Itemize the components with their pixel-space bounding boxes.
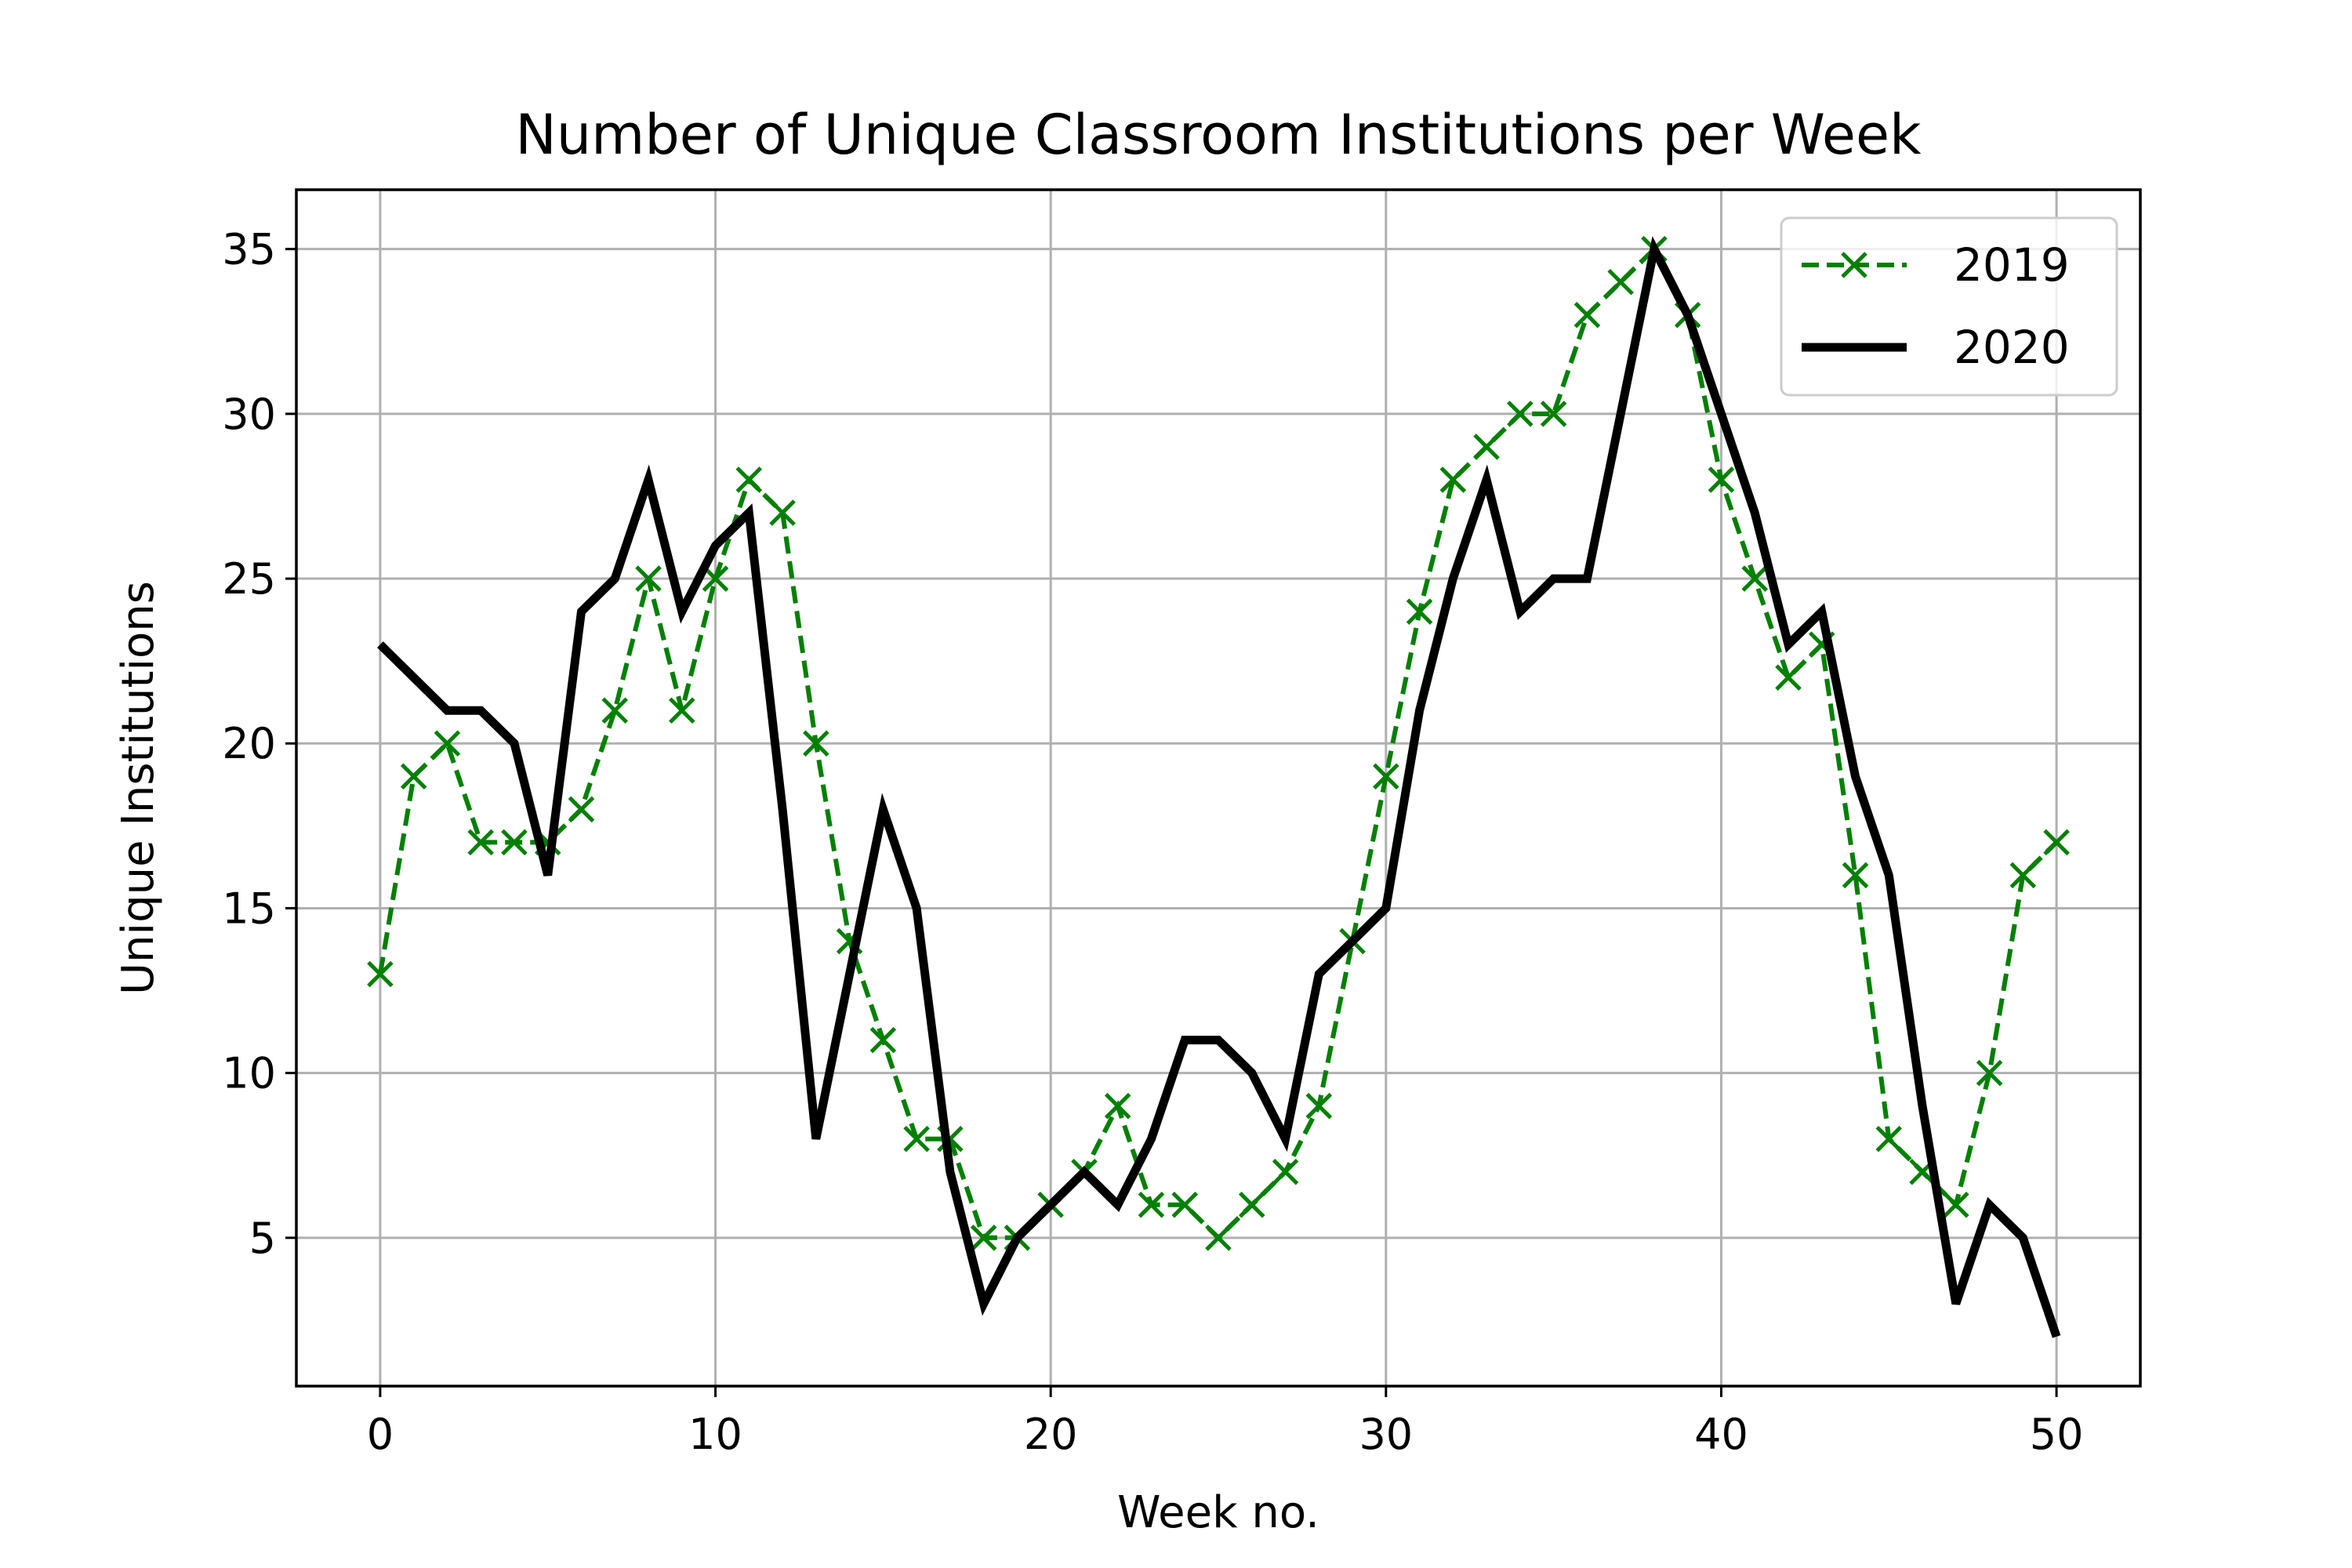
- legend-entry-2020: 2020: [1802, 321, 2070, 374]
- data-point-marker: [803, 730, 829, 757]
- data-point-marker: [1573, 301, 1601, 328]
- data-point-marker: [1305, 1092, 1333, 1120]
- data-point-marker: [1943, 1192, 1969, 1218]
- legend-label: 2020: [1954, 321, 2070, 374]
- x-tick-label: 10: [688, 1410, 742, 1459]
- legend-entry-2019: 2019: [1802, 238, 2070, 292]
- y-tick-label: 5: [249, 1214, 276, 1263]
- y-tick-label: 30: [222, 390, 276, 439]
- y-tick-label: 25: [222, 554, 276, 604]
- y-tick-label: 10: [222, 1049, 276, 1098]
- y-tick-label: 20: [222, 719, 276, 768]
- data-point-marker: [1607, 268, 1634, 296]
- data-point-marker: [1171, 1192, 1199, 1218]
- data-point-marker: [434, 730, 461, 757]
- data-point-marker: [869, 1026, 897, 1054]
- x-tick-label: 50: [2030, 1410, 2084, 1459]
- grid: [296, 190, 2140, 1386]
- data-point-marker: [568, 796, 595, 823]
- data-point-marker: [735, 466, 763, 493]
- data-point-marker: [1439, 466, 1467, 493]
- y-axis-title: Unique Institutions: [113, 581, 164, 995]
- data-point-marker: [1775, 664, 1802, 691]
- y-tick-label: 15: [222, 884, 276, 933]
- data-point-marker: [1540, 401, 1567, 427]
- data-point-marker: [702, 565, 729, 592]
- chart-title: Number of Unique Classroom Institutions …: [515, 103, 1922, 167]
- x-tick-label: 20: [1024, 1410, 1078, 1459]
- data-point-marker: [1406, 598, 1433, 625]
- data-point-marker: [601, 697, 629, 724]
- data-point-marker: [1272, 1158, 1299, 1185]
- legend-label: 2019: [1954, 238, 2070, 292]
- data-point-marker: [2043, 829, 2070, 856]
- data-point-marker: [400, 763, 427, 790]
- data-point-marker: [635, 565, 662, 592]
- data-point-marker: [1507, 401, 1534, 427]
- data-point-marker: [1708, 466, 1735, 493]
- plot-frame: [295, 188, 2142, 1388]
- data-point-marker: [1842, 862, 1869, 889]
- x-axis-title: Week no.: [1117, 1487, 1319, 1538]
- data-point-marker: [1875, 1125, 1903, 1152]
- data-point-marker: [769, 499, 796, 526]
- data-point-marker: [1138, 1192, 1165, 1218]
- data-point-marker: [1841, 252, 1867, 278]
- data-point-marker: [1238, 1192, 1265, 1218]
- series-layer: [367, 235, 2070, 1338]
- data-point-marker: [669, 697, 695, 724]
- legend: 2019 2020: [1780, 216, 2118, 397]
- data-point-marker: [970, 1225, 997, 1251]
- data-point-marker: [2009, 862, 2037, 889]
- ticks: 0 10 20 30 40 50 5 10 15 20 25 30 35: [222, 225, 2083, 1459]
- x-tick-label: 0: [367, 1410, 394, 1459]
- data-point-marker: [1373, 763, 1399, 790]
- data-point-marker: [1741, 565, 1768, 592]
- data-point-marker: [1976, 1059, 2003, 1087]
- series-line-2020: [377, 236, 2061, 1338]
- data-point-marker: [467, 829, 494, 856]
- data-point-marker: [903, 1125, 930, 1152]
- data-point-marker: [1205, 1225, 1232, 1251]
- x-tick-label: 30: [1359, 1410, 1413, 1459]
- data-point-marker: [1104, 1092, 1131, 1120]
- series-2020: [377, 236, 2061, 1338]
- data-point-marker: [1473, 434, 1500, 460]
- data-point-marker: [367, 960, 394, 988]
- y-tick-label: 35: [222, 225, 276, 274]
- data-point-marker: [501, 829, 528, 856]
- x-tick-label: 40: [1694, 1410, 1748, 1459]
